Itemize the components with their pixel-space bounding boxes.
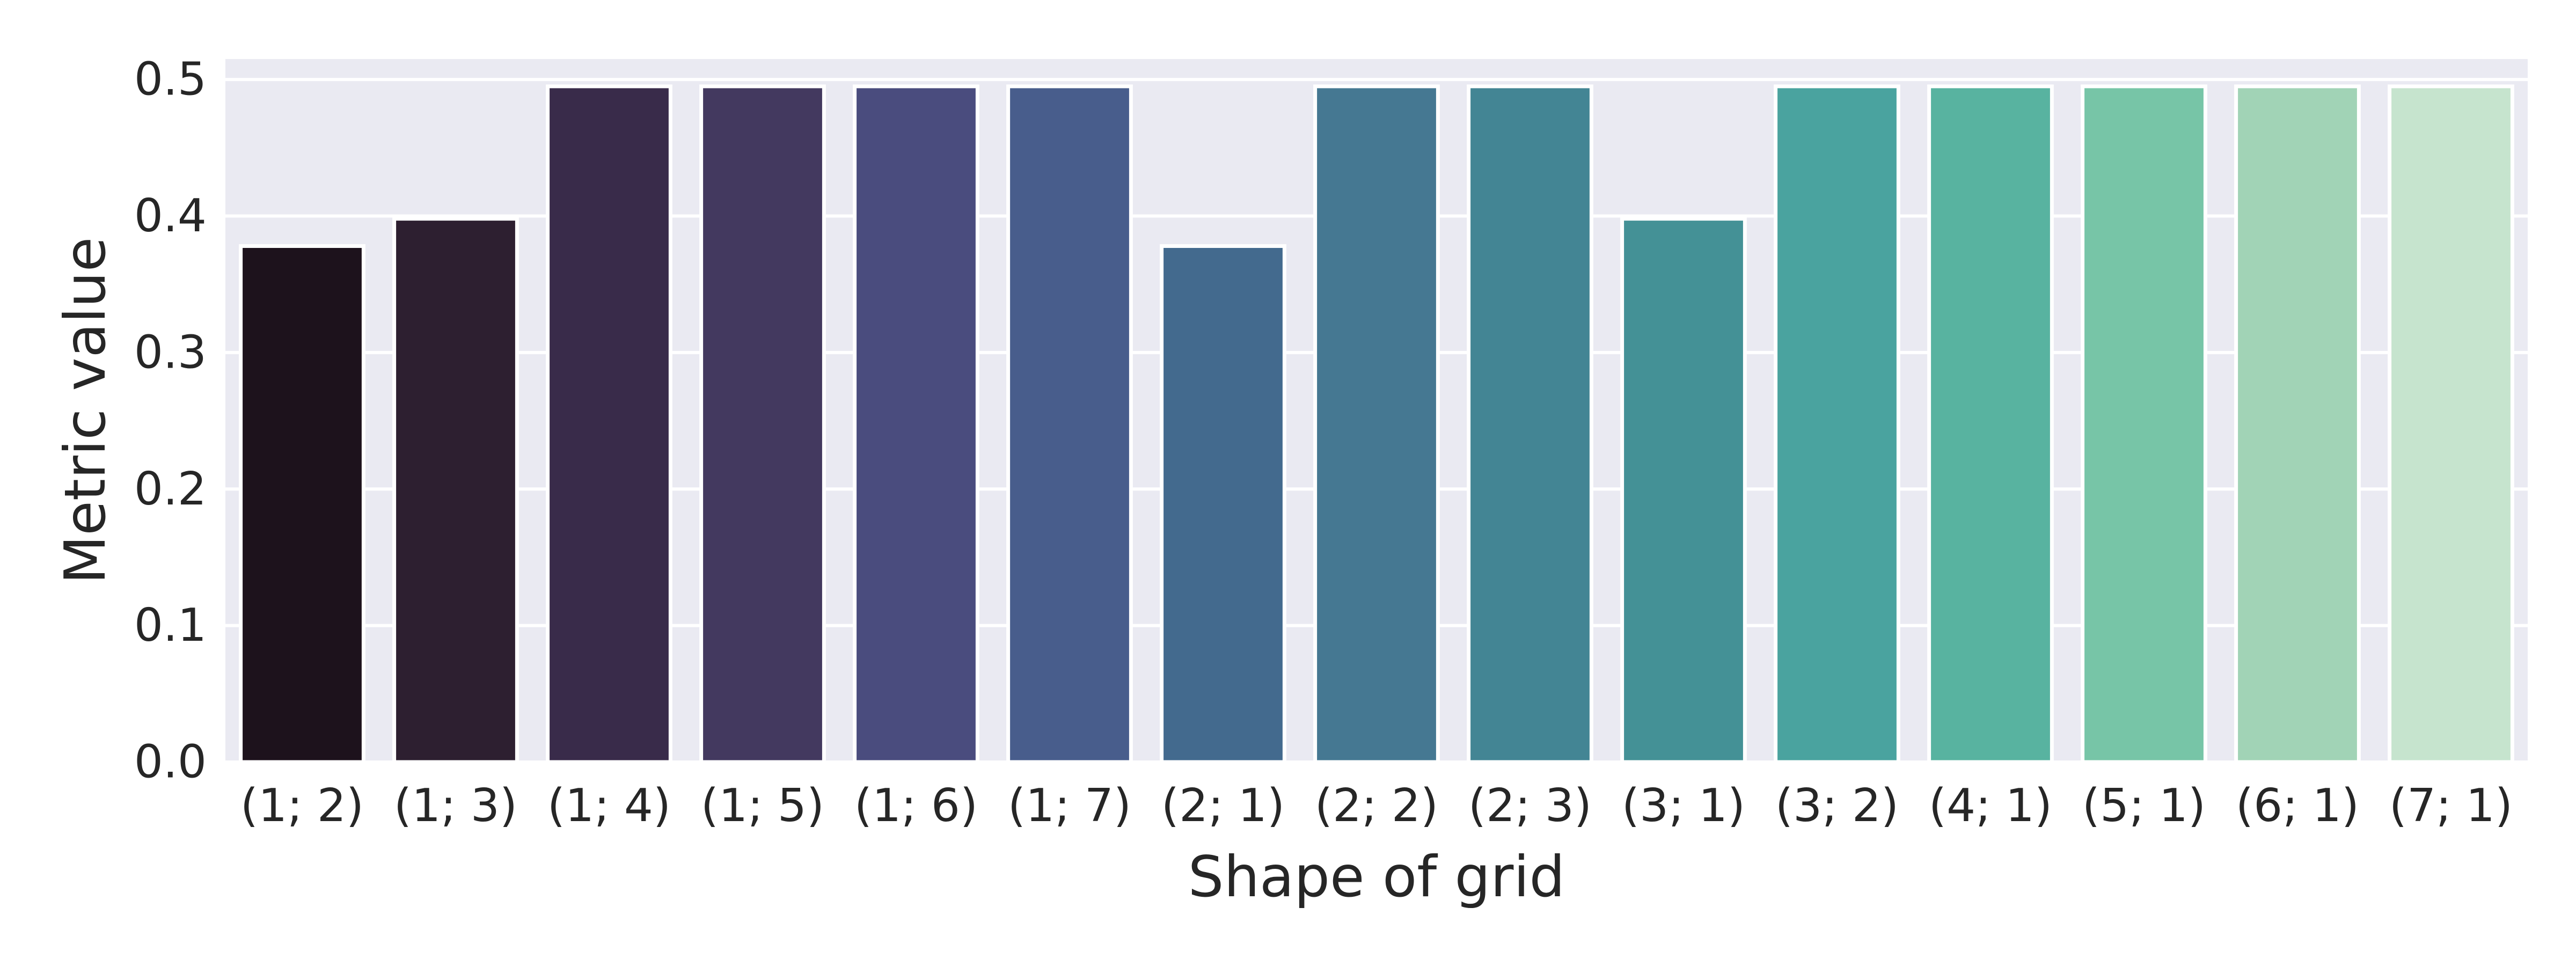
x-tick-label: (2; 2) [1315,779,1438,832]
x-tick-label: (5; 1) [2082,779,2206,832]
x-tick-label: (1; 3) [394,779,517,832]
bar [239,244,365,764]
x-tick-label: (4; 1) [1929,779,2052,832]
y-tick-label: 0.4 [134,189,207,243]
x-tick-label: (2; 1) [1161,779,1285,832]
bar [1774,84,1900,764]
x-tick-label: (3; 2) [1775,779,1899,832]
x-tick-label: (1; 7) [1008,779,1131,832]
x-tick-label: (1; 6) [854,779,978,832]
y-tick-label: 0.3 [134,326,207,379]
bar [1927,84,2054,764]
x-tick-label: (7; 1) [2389,779,2513,832]
bar [2388,84,2514,764]
y-tick-label: 0.5 [134,53,207,106]
x-tick-label: (1; 5) [701,779,824,832]
x-axis-title: Shape of grid [1188,844,1565,910]
x-tick-label: (3; 1) [1622,779,1745,832]
y-tick-label: 0.1 [134,599,207,652]
bar [392,217,519,764]
bars [239,84,2514,764]
bar [1006,84,1133,764]
bar [1313,84,1440,764]
y-tick-label: 0.2 [134,463,207,516]
x-tick-labels: (1; 2) (1; 3) (1; 4) (1; 5) (1; 6) (1; 7) (2; … [240,779,2513,832]
y-axis-title: Metric value [53,237,118,584]
y-tick-labels: 0.0 0.1 0.2 0.3 0.4 0.5 [134,53,207,789]
x-tick-label: (6; 1) [2236,779,2359,832]
bar [699,84,826,764]
bar [1620,217,1747,764]
bar [2081,84,2207,764]
bar [546,84,672,764]
bar [853,84,979,764]
x-tick-label: (1; 4) [547,779,671,832]
bar [2234,84,2361,764]
y-tick-label: 0.0 [134,736,207,789]
bar [1467,84,1593,764]
bar [1160,244,1286,764]
x-tick-label: (1; 2) [240,779,364,832]
x-tick-label: (2; 3) [1468,779,1592,832]
